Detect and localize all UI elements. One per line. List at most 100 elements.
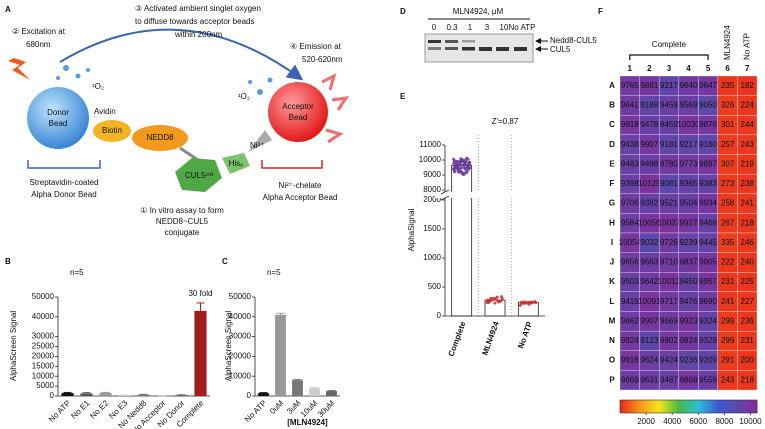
bar [118,395,131,396]
cell-value: 9927 [680,218,698,227]
cell-value: 9780 [660,159,678,168]
y-tick-label: 20000 [32,352,55,361]
cell-value: 9498 [640,159,658,168]
colorbar-segment [642,400,646,413]
cell-value: 9324 [699,316,717,325]
cell-value: 9032 [640,238,658,247]
colorbar-segment [699,400,703,413]
cell-value: 9669 [660,316,678,325]
cell-value: 273 [721,179,735,188]
colorbar-segment [647,400,651,413]
cul5 [175,158,222,192]
lane-label: 0.3 [446,23,458,32]
x-tick-label: No E1 [69,398,91,420]
column-label: 5 [706,64,711,73]
row-label: H [609,218,615,227]
colorbar-segment [667,400,671,413]
cell-value: 9424 [660,356,678,365]
colorbar-segment [677,400,680,413]
colorbar-segment [656,400,660,413]
cul5-label: CUL5ᶜᵗᵈ [185,171,213,180]
colorbar-segment [629,400,632,413]
cell-value: 258 [721,199,735,208]
cell-value: 9726 [660,238,678,247]
column-label: 6 [725,64,730,73]
data-point [500,297,504,301]
colorbar-segment [672,400,676,413]
cell-value: 9468 [699,218,717,227]
colorbar-segment [658,400,662,413]
bar [309,388,320,396]
donor-bead-label: Donor [47,108,69,117]
axis-break [440,189,450,195]
cell-value: 238 [741,179,755,188]
colorbar-segment [635,400,639,413]
assay-caption: ① In vitro assay to form [140,206,224,215]
colorbar-tick-label: 6000 [689,417,707,426]
colorbar-segment [661,400,664,413]
cell-value: 246 [741,238,755,247]
bar [80,393,93,396]
nickel-label: Ni²⁺ [250,141,264,150]
bar [175,395,188,396]
cell-value: 9217 [660,81,678,90]
cell-value: 9624 [640,356,658,365]
cell-value: 9081 [660,179,678,188]
colorbar-segment [622,400,625,413]
colorbar-segment [709,400,712,413]
cell-value: 9802 [660,336,678,345]
colorbar-segment [715,400,719,413]
data-point [459,159,463,163]
colorbar-segment [690,400,694,413]
cell-value: 9239 [680,238,698,247]
cell-value: 9478 [640,120,658,129]
panel-label: B [5,257,11,266]
y-tick-label: 0 [247,391,252,400]
cell-value: 307 [721,159,735,168]
cell-value: 9934 [699,199,717,208]
cell-value: 9476 [680,297,698,306]
cell-value: 9907 [640,140,658,149]
cell-value: 9487 [660,375,678,384]
data-point [523,300,527,304]
nedd8 [132,125,188,151]
cell-value: 218 [741,375,755,384]
cell-value: 9706 [621,199,639,208]
data-point [453,165,457,169]
gel-title: MLN4924, μM [453,7,504,16]
cell-value: 9459 [660,101,678,110]
cell-value: 9445 [699,238,717,247]
row-label: O [609,356,615,365]
data-point [518,303,522,307]
lane-label: 1 [468,23,473,32]
cell-value: 231 [741,336,755,345]
row-label: L [610,297,615,306]
bar [326,391,337,396]
cell-value: 9459 [660,120,678,129]
data-point [453,169,457,173]
cell-value: 257 [721,140,735,149]
colorbar-segment [704,400,708,413]
nickel-link [248,130,272,152]
cell-value: 9957 [699,277,717,286]
oxygen-label: within 200nm [174,30,222,39]
cell-value: 9483 [621,159,639,168]
colorbar-segment [686,400,689,413]
error-bar [276,312,285,315]
cell-value: 240 [741,258,755,267]
bar [275,314,286,396]
colorbar-segment [631,400,635,413]
data-point [463,163,467,167]
colorbar-segment [651,400,655,413]
cell-value: 9521 [660,199,678,208]
row-label: K [609,277,615,286]
x-tick-label: No ATP [516,320,534,350]
biotin [93,120,131,142]
colorbar-segment [731,400,735,413]
colorbar-segment [638,400,641,413]
cell-value: 9690 [699,297,717,306]
data-point [466,168,470,172]
his-label: His₆ [229,159,244,168]
colorbar-tick-label: 8000 [715,417,733,426]
cell-value: 244 [741,120,755,129]
